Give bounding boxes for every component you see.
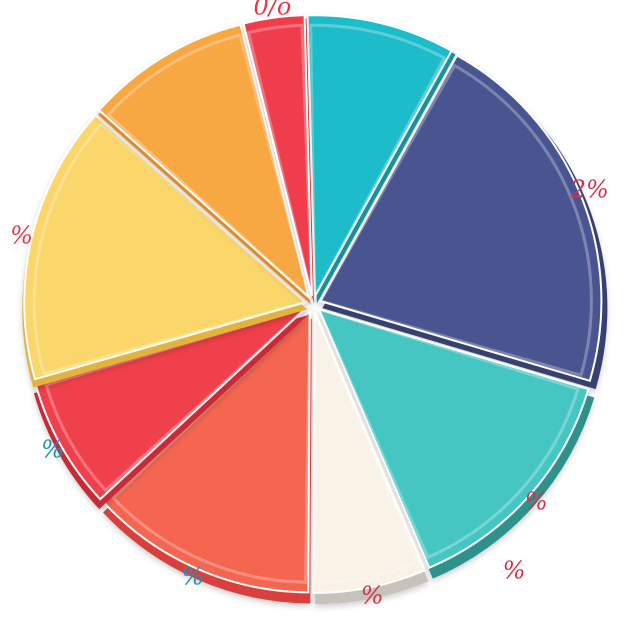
- slice-percent-label-4: %: [361, 582, 384, 610]
- slice-percent-label-6: %: [41, 435, 64, 463]
- pie-slice-4: [312, 311, 429, 605]
- pie-slice-2: [318, 54, 608, 390]
- slice-percent-label-2: 2%: [570, 176, 609, 204]
- slice-percent-label-7: %: [10, 222, 33, 250]
- extra-percent-label-1: %: [503, 557, 526, 585]
- slice-percent-label-3: %: [525, 487, 548, 515]
- pie-slice-6: [33, 306, 309, 510]
- slice-percent-label-9: 0/o: [254, 0, 292, 20]
- pie-slice-8: [97, 23, 312, 305]
- pie-slice-5: [102, 307, 312, 604]
- pie-slice-9: [242, 14, 314, 304]
- slice-percent-label-5: %: [181, 562, 204, 590]
- pie-slice-1: [306, 14, 456, 304]
- pie-slice-3: [316, 306, 595, 579]
- pie-slice-7: [22, 113, 309, 388]
